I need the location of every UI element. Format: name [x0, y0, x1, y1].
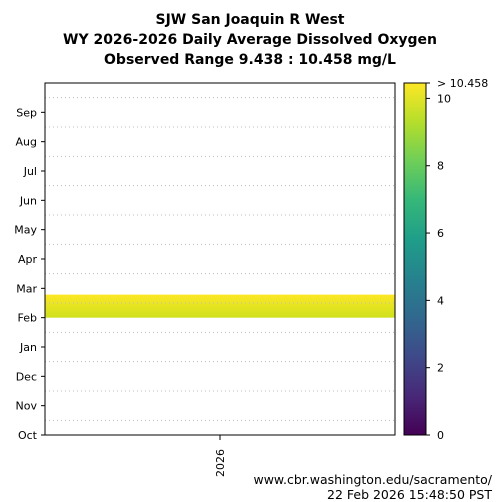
timestamp: 22 Feb 2026 15:48:50 PST: [327, 487, 492, 502]
footer: www.cbr.washington.edu/sacramento/ 22 Fe…: [253, 472, 492, 502]
title-line-3: Observed Range 9.438 : 10.458 mg/L: [104, 52, 396, 68]
colorbar-tick-label-6: 6: [437, 227, 444, 240]
y-tick-label-sep: Sep: [16, 106, 37, 119]
colorbar-tick-label-10: 10: [437, 92, 451, 105]
y-tick-label-apr: Apr: [18, 253, 38, 266]
colorbar-tick-label-0: 0: [437, 429, 444, 442]
colorbar: [403, 82, 427, 436]
title-line-1: SJW San Joaquin R West: [155, 12, 345, 28]
y-tick-label-aug: Aug: [16, 136, 37, 149]
y-tick-label-jul: Jul: [23, 165, 37, 178]
colorbar-tick-label-2: 2: [437, 362, 444, 375]
y-tick-label-jun: Jun: [19, 194, 37, 207]
heatmap-band-2026: [45, 294, 395, 318]
y-tick-label-feb: Feb: [18, 312, 37, 325]
title-line-2: WY 2026-2026 Daily Average Dissolved Oxy…: [63, 32, 437, 48]
y-tick-label-mar: Mar: [16, 282, 37, 295]
colorbar-tick-label-4: 4: [437, 294, 444, 307]
y-tick-label-dec: Dec: [16, 370, 37, 383]
colorbar-tick-label-8: 8: [437, 160, 444, 173]
y-tick-label-nov: Nov: [16, 400, 38, 413]
x-tick-label-2026: 2026: [214, 449, 227, 477]
plot-frame: [44, 82, 396, 436]
source-url: www.cbr.washington.edu/sacramento/: [253, 472, 492, 487]
chart-title: SJW San Joaquin R West WY 2026-2026 Dail…: [0, 10, 500, 70]
y-tick-label-oct: Oct: [18, 429, 38, 442]
y-tick-label-jan: Jan: [19, 341, 37, 354]
y-tick-label-may: May: [14, 224, 37, 237]
colorbar-top-label: > 10.458: [437, 77, 488, 90]
